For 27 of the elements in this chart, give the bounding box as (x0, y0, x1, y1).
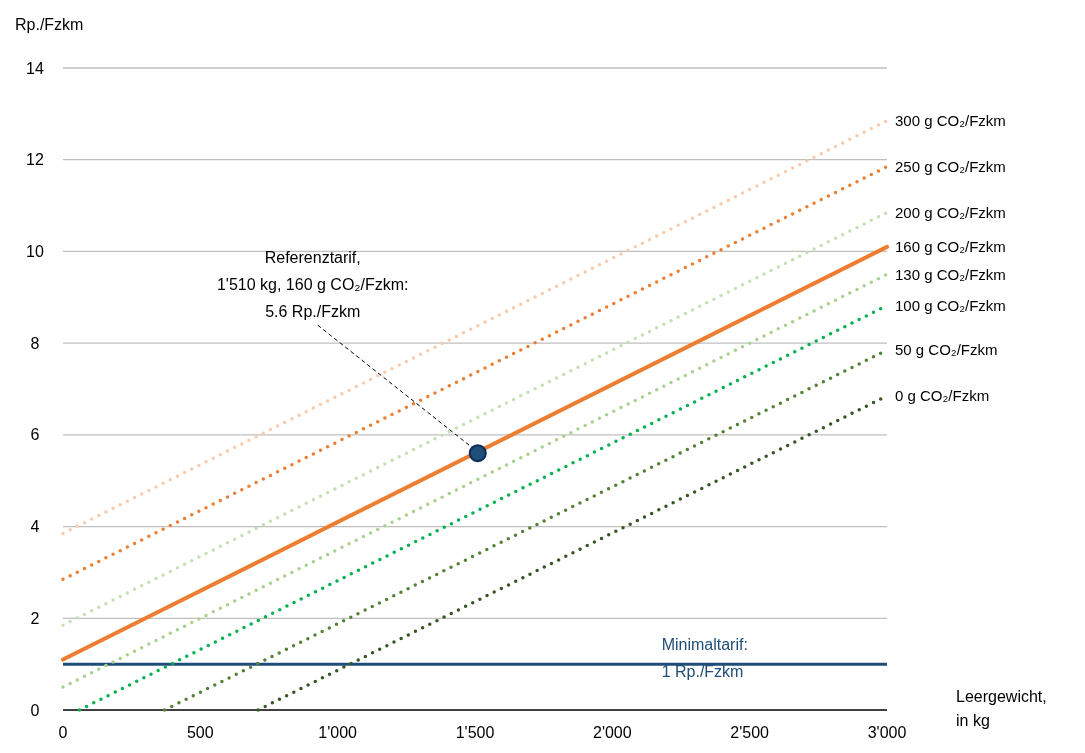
y-tick-label: 14 (26, 59, 44, 77)
series-label: 300 g CO₂/Fzkm (895, 111, 1006, 129)
x-tick-label: 2'500 (730, 724, 770, 741)
series-label: 200 g CO₂/Fzkm (895, 203, 1006, 221)
y-tick-label: 0 (30, 701, 40, 719)
y-axis-title: Rp./Fzkm (15, 16, 84, 33)
series-label: 160 g CO₂/Fzkm (895, 238, 1006, 256)
y-tick-label: 2 (30, 609, 40, 627)
y-tick-label: 10 (26, 243, 44, 261)
x-tick-label: 2'000 (593, 724, 632, 741)
y-tick-label: 12 (26, 151, 44, 169)
x-axis-title: Leergewicht, in kg (956, 688, 1047, 729)
y-tick-label: 4 (30, 518, 40, 536)
x-tick-label: 1'500 (455, 724, 495, 741)
series-label: 100 g CO₂/Fzkm (895, 296, 1006, 314)
annotation: Referenztarif, 1'510 kg, 160 g CO₂/Fzkm: 5.6 Rp./Fzkm (216, 249, 409, 321)
x-tick-label: 0 (58, 724, 68, 741)
series-label: 130 g CO₂/Fzkm (895, 265, 1006, 283)
series-label: 0 g CO₂/Fzkm (895, 387, 990, 405)
x-tick-label: 3'000 (867, 724, 907, 741)
y-tick-label: 8 (30, 334, 40, 352)
x-tick-label: 1'000 (318, 724, 358, 741)
series-label: 50 g CO₂/Fzkm (895, 341, 998, 359)
ref-line-label: Minimaltarif: 1 Rp./Fzkm (661, 636, 748, 681)
series-label: 250 g CO₂/Fzkm (895, 157, 1006, 175)
x-tick-label: 500 (186, 724, 214, 741)
y-tick-label: 6 (30, 426, 40, 444)
